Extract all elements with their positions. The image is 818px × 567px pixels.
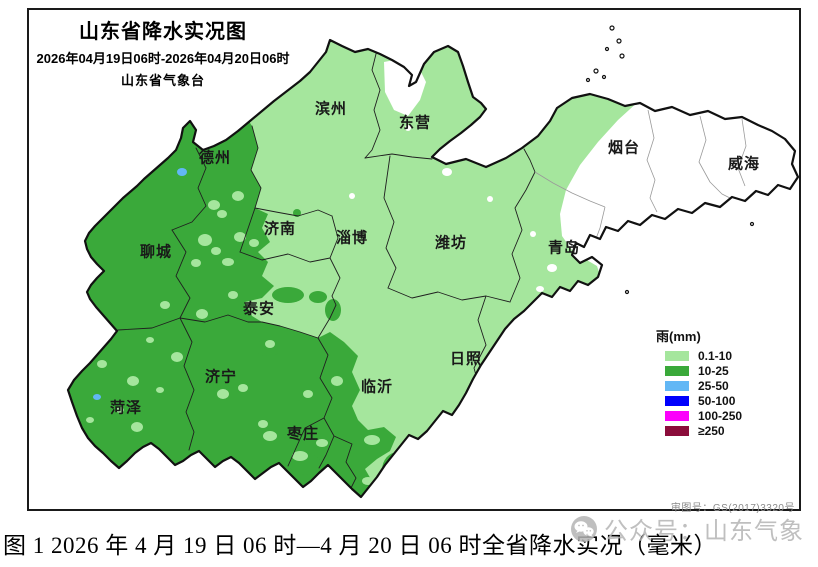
city-label-jinan: 济南 [263,220,297,238]
county-boundaries [534,109,747,258]
city-label-qingdao: 青岛 [547,239,581,257]
city-label-binzhou: 滨州 [314,100,348,118]
legend-row: 0.1-10 [665,349,742,363]
legend-label: ≥250 [698,424,725,438]
province-outline [66,38,800,499]
city-label-rizhao: 日照 [449,350,483,368]
city-label-heze: 菏泽 [109,399,143,417]
legend-label: 100-250 [698,409,743,423]
legend-row: ≥250 [665,424,742,438]
legend-label: 50-100 [698,394,736,408]
legend-row: 10-25 [665,364,742,378]
watermark-text: 公众号：山东气象 [604,518,804,545]
legend: 雨(mm) 0.1-10 10-25 25-50 50-100 100-250 … [656,326,742,439]
city-label-dezhou: 德州 [198,149,232,167]
legend-row: 50-100 [665,394,742,408]
city-label-weifang: 潍坊 [434,234,468,252]
legend-swatch [665,351,689,361]
watermark: 公众号：山东气象 [570,511,804,546]
title-block: 山东省降水实况图 2026年04月19日06时-2026年04月20日06时 山… [30,15,296,89]
legend-label: 10-25 [698,364,729,378]
map-title: 山东省降水实况图 [79,21,247,43]
figure-caption: 图 1 2026 年 4 月 19 日 06 时—4 月 20 日 06 时全省… [3,533,717,558]
city-label-jining: 济宁 [204,368,238,386]
city-label-yantai: 烟台 [607,139,641,157]
rain-heavy-spots [93,168,187,400]
legend-swatch [665,426,689,436]
map-approval-number: 审图号：GS(2017)3320号 [670,503,795,514]
legend-swatch [665,381,689,391]
islands [585,25,755,295]
legend-swatch [665,411,689,421]
legend-swatch [665,366,689,376]
legend-label: 0.1-10 [698,349,733,363]
city-label-zaozhuang: 枣庄 [286,425,320,443]
wechat-icon [571,515,597,542]
city-label-taian: 泰安 [242,300,276,318]
legend-title: 雨(mm) [656,329,701,344]
city-label-liaocheng: 聊城 [139,243,173,261]
legend-label: 25-50 [698,379,729,393]
legend-row: 100-250 [665,409,742,423]
city-label-weihai: 威海 [727,155,761,173]
city-label-zibo: 淄博 [335,229,369,247]
map-subtitle: 2026年04月19日06时-2026年04月20日06时 [36,51,290,66]
city-label-linyi: 临沂 [360,378,394,396]
city-label-dongying: 东营 [398,114,432,132]
map-agency: 山东省气象台 [120,73,205,88]
legend-row: 25-50 [665,379,742,393]
legend-swatch [665,396,689,406]
